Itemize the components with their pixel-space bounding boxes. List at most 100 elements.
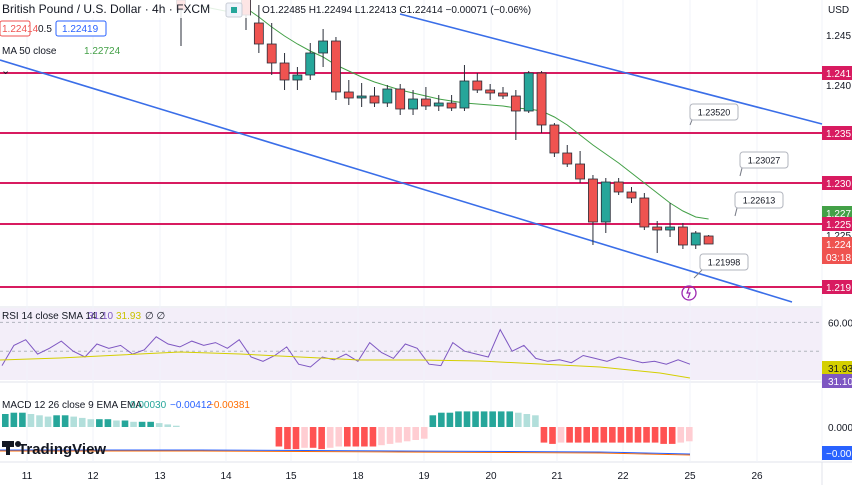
macd-histogram-bar: [27, 414, 35, 427]
alert-icon[interactable]: [681, 285, 697, 301]
callout-box: [689, 103, 739, 121]
macd-legend[interactable]: MACD 12 26 close 9 EMA EMA: [2, 400, 142, 411]
status-dot-icon: [231, 7, 237, 13]
price-tick-label: 1.240: [826, 81, 851, 92]
price-badge[interactable]: [822, 126, 852, 140]
candle-body: [510, 95, 521, 112]
candle[interactable]: [305, 43, 316, 80]
candle[interactable]: [266, 23, 277, 75]
candle[interactable]: [382, 85, 393, 107]
candle-body: [690, 232, 701, 246]
macd-line: [0, 449, 691, 455]
price-badge[interactable]: [822, 217, 852, 231]
macd-histogram-bar: [549, 427, 556, 444]
candle[interactable]: [369, 87, 380, 107]
candle[interactable]: [652, 221, 663, 253]
candle-body: [433, 102, 444, 107]
price-tick-label: 1.245: [826, 31, 851, 42]
rsi-sma-badge-label: 31.93: [828, 364, 852, 375]
macd-histogram-bar: [344, 427, 351, 447]
candle[interactable]: [536, 71, 547, 133]
candle[interactable]: [613, 178, 624, 195]
candle-body: [253, 22, 264, 45]
level-callout[interactable]: 1.22613: [734, 191, 784, 217]
macd-histogram-bar: [472, 411, 479, 427]
candle[interactable]: [562, 145, 573, 167]
candle[interactable]: [292, 67, 303, 90]
candle[interactable]: [318, 29, 329, 67]
candle[interactable]: [665, 203, 675, 237]
macd-signal-line: [0, 450, 691, 456]
macd-histogram-bar: [87, 419, 95, 427]
candle[interactable]: [510, 90, 521, 140]
candle-body: [331, 40, 341, 93]
rsi-sma-badge: [822, 361, 852, 375]
candle[interactable]: [343, 80, 354, 105]
price-badge[interactable]: [822, 176, 852, 190]
candle[interactable]: [253, 5, 264, 53]
bid-box[interactable]: [0, 20, 31, 37]
macd-histogram-bar: [275, 427, 283, 447]
candle[interactable]: [498, 87, 508, 99]
candle[interactable]: [639, 193, 650, 230]
candle[interactable]: [523, 71, 534, 113]
ma-legend[interactable]: MA 50 close: [2, 46, 57, 57]
candle[interactable]: [331, 37, 341, 100]
candle[interactable]: [626, 187, 637, 203]
ask-box[interactable]: [55, 20, 107, 37]
price-badge[interactable]: [822, 66, 852, 80]
price-badge[interactable]: [822, 280, 852, 294]
rsi-sma-line: [0, 351, 691, 379]
candlestick-series[interactable]: [176, 0, 714, 253]
level-callout[interactable]: 1.21998: [693, 253, 749, 279]
candle[interactable]: [703, 235, 714, 245]
macd-histogram-bar: [113, 420, 120, 427]
horizontal-levels[interactable]: [0, 72, 822, 288]
candle[interactable]: [485, 84, 496, 100]
symbol-title[interactable]: British Pound / U.S. Dollar · 4h · FXCM: [2, 2, 210, 16]
candle[interactable]: [395, 84, 406, 115]
candle-body: [678, 226, 688, 246]
candle-body: [318, 40, 329, 54]
trend-channel[interactable]: [0, 13, 823, 303]
candle[interactable]: [549, 123, 560, 157]
collapse-chevron-icon[interactable]: ⌄: [1, 65, 10, 77]
time-tick-label: 13: [154, 471, 166, 482]
candle[interactable]: [408, 90, 418, 115]
candle[interactable]: [600, 178, 611, 233]
level-callout[interactable]: 1.23027: [739, 151, 789, 177]
candle[interactable]: [279, 53, 290, 90]
candle[interactable]: [690, 231, 701, 249]
channel-upper-line[interactable]: [399, 13, 823, 125]
price-badge-label: 1.241: [826, 69, 851, 80]
candle[interactable]: [420, 87, 431, 110]
candle[interactable]: [588, 175, 598, 245]
price-badge[interactable]: [822, 206, 852, 220]
candle[interactable]: [446, 95, 457, 111]
time-axis[interactable]: 11 12 13 14 15 18 19 20 21 22 25 26: [22, 471, 763, 482]
candle[interactable]: [472, 73, 483, 93]
candle[interactable]: [459, 65, 470, 111]
rsi-legend[interactable]: RSI 14 close SMA 14 2: [2, 311, 105, 322]
rsi-pane[interactable]: [0, 321, 822, 379]
candle[interactable]: [575, 151, 585, 183]
rsi-badge: [822, 374, 852, 388]
level-annotations[interactable]: 1.23520 1.23027 1.22613 1.21998: [689, 103, 789, 279]
level-callout[interactable]: 1.23520: [689, 103, 739, 126]
time-tick-label: 19: [418, 471, 430, 482]
tradingview-logo[interactable]: TradingView: [2, 441, 106, 458]
macd-histogram-bar: [438, 412, 445, 427]
price-axis[interactable]: 1.2451.2401.2351.2301.2251.2201.2411.235…: [822, 31, 852, 460]
time-tick-label: 22: [617, 471, 629, 482]
candle[interactable]: [433, 95, 444, 111]
candle-body: [472, 80, 483, 91]
price-badge[interactable]: [822, 237, 852, 251]
candle[interactable]: [678, 223, 688, 249]
callout-label: 1.23520: [698, 108, 731, 118]
channel-lower-line[interactable]: [0, 59, 793, 303]
macd-pane[interactable]: [0, 411, 693, 456]
macd-legend-value-1: 0.00030: [130, 400, 167, 411]
candle[interactable]: [356, 83, 367, 107]
price-badge-label: 1.219: [826, 283, 851, 294]
